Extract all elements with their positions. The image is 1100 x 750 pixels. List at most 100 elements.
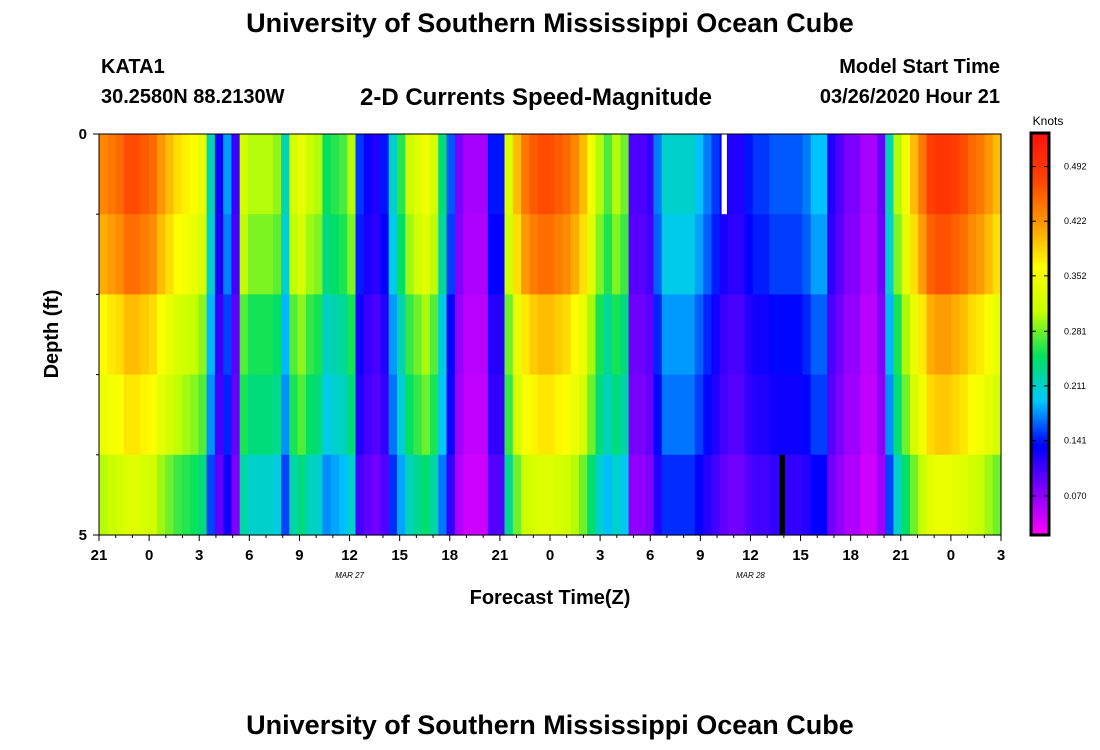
heat-cell [463,374,472,456]
heat-cell [479,294,489,376]
heat-cell [860,294,870,376]
heatmap-cells [99,134,1002,536]
heat-cell [703,134,712,215]
heat-cell [934,294,944,376]
heat-cell [711,454,721,536]
heat-cell [132,294,141,376]
heat-cell [959,214,969,295]
heat-cell [943,294,952,376]
heat-cell [206,134,216,215]
heat-cell [554,374,564,456]
heat-cell [272,454,282,536]
heat-cell [314,454,324,536]
heat-cell [645,214,655,295]
x-tick-label: 18 [842,547,859,564]
heat-cell [694,374,704,456]
heat-cell [703,454,712,536]
heat-cell [901,214,911,295]
heat-cell [446,374,456,456]
heat-cell [827,374,837,456]
heat-cell [512,454,522,536]
heat-cell [918,454,928,536]
heat-cell [421,134,431,215]
heat-cell [214,454,224,536]
heat-cell [678,294,688,376]
heat-cell [190,374,199,456]
heat-cell [761,374,770,456]
heat-cell [802,374,812,456]
heat-cell [562,134,572,215]
heat-cell [496,214,506,295]
heat-cell [876,294,886,376]
heat-cell [769,134,779,215]
heat-cell [190,134,199,215]
heat-cell [669,214,679,295]
heat-cell [868,374,878,456]
heat-cell [868,214,878,295]
heat-cell [521,294,530,376]
heat-cell [330,294,340,376]
heat-cell [223,214,233,295]
heat-cell [405,454,415,536]
heat-cell [951,294,961,376]
x-tick-label: 6 [646,547,654,564]
heat-cell [231,294,241,376]
heat-cell [802,454,812,536]
heat-cell [727,374,737,456]
colorbar-tick-label: 0.211 [1064,381,1086,391]
heat-cell [794,294,803,376]
heat-cell [190,214,199,295]
heat-cell [305,134,315,215]
heat-cell [984,294,994,376]
heat-cell [521,134,530,215]
heat-cell [943,214,952,295]
heat-cell [355,374,365,456]
heat-cell [479,454,489,536]
heat-cell [926,214,936,295]
heat-cell [454,294,464,376]
heat-cell [802,214,812,295]
heat-cell [330,454,340,536]
colorbar-scale [1029,131,1051,537]
heat-cell [496,294,506,376]
heat-cell [835,294,845,376]
heat-cell [562,294,572,376]
heat-cell [868,134,878,215]
heat-cell [454,374,464,456]
heat-cell [727,134,737,215]
heat-cell [140,374,150,456]
heat-cell [380,374,390,456]
heat-cell [314,294,324,376]
heat-cell [347,454,357,536]
heat-cell [363,294,373,376]
heat-cell [297,214,307,295]
heat-cell [802,294,812,376]
heat-cell [156,454,166,536]
heat-cell [620,454,630,536]
model-start-value: 03/26/2020 Hour 21 [819,86,1000,108]
heat-cell [578,294,588,376]
heat-cell [744,374,754,456]
heat-cell [992,294,1002,376]
heat-cell [529,214,539,295]
heat-cell [901,374,911,456]
heat-cell [272,134,282,215]
x-tick-label: 9 [295,547,303,564]
heat-cell [620,214,630,295]
heat-cell [430,454,439,536]
heat-cell [959,454,969,536]
heat-cell [909,454,919,536]
heat-cell [893,294,903,376]
heat-cell [860,454,870,536]
heat-cell [256,214,266,295]
heat-cell [256,134,266,215]
heat-cell [578,134,588,215]
heat-cell [372,454,381,536]
heat-cell [330,134,340,215]
heat-cell [636,134,646,215]
heat-cell [959,294,969,376]
heat-cell [603,134,613,215]
heat-cell [967,294,977,376]
heat-cell [752,134,762,215]
heat-cell [289,214,299,295]
